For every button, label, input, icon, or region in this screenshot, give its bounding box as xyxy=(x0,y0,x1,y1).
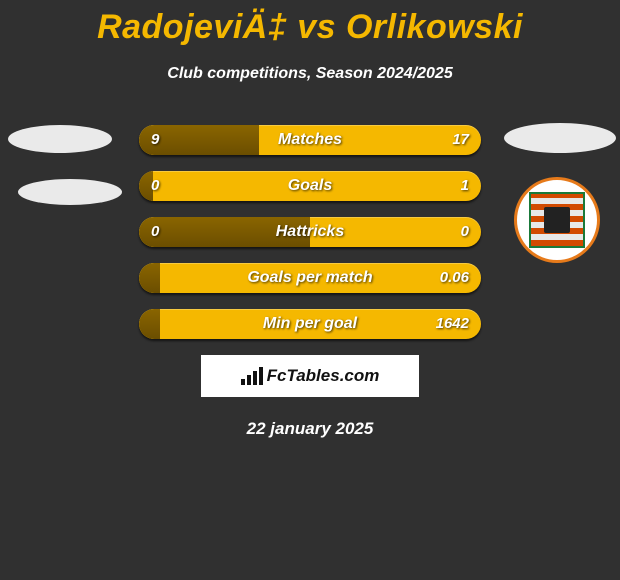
stat-label: Goals per match xyxy=(139,263,481,293)
stat-row-goals: 0 Goals 1 xyxy=(139,171,481,201)
brand-box[interactable]: FcTables.com xyxy=(201,355,419,397)
stat-label: Matches xyxy=(139,125,481,155)
subtitle: Club competitions, Season 2024/2025 xyxy=(0,65,620,83)
page-title: RadojeviÄ‡ vs Orlikowski xyxy=(0,0,620,47)
stat-row-matches: 9 Matches 17 xyxy=(139,125,481,155)
date-label: 22 january 2025 xyxy=(0,419,620,439)
brand-text: FcTables.com xyxy=(267,366,380,386)
bar-chart-icon xyxy=(241,367,263,385)
comparison-panel: 9 Matches 17 0 Goals 1 0 Hattricks 0 Goa… xyxy=(0,125,620,439)
stat-label: Min per goal xyxy=(139,309,481,339)
left-club-badge-1 xyxy=(8,125,112,153)
stat-row-hattricks: 0 Hattricks 0 xyxy=(139,217,481,247)
right-club-logo xyxy=(514,177,600,263)
stat-right-value: 0 xyxy=(461,217,469,247)
stats-list: 9 Matches 17 0 Goals 1 0 Hattricks 0 Goa… xyxy=(139,125,481,339)
club-crest-icon xyxy=(529,192,585,248)
stat-right-value: 17 xyxy=(452,125,469,155)
stat-label: Hattricks xyxy=(139,217,481,247)
stat-right-value: 1 xyxy=(461,171,469,201)
stat-row-min-per-goal: Min per goal 1642 xyxy=(139,309,481,339)
stat-row-goals-per-match: Goals per match 0.06 xyxy=(139,263,481,293)
right-club-badge-placeholder xyxy=(504,123,616,153)
stat-label: Goals xyxy=(139,171,481,201)
stat-right-value: 0.06 xyxy=(440,263,469,293)
stat-right-value: 1642 xyxy=(436,309,469,339)
left-club-badge-2 xyxy=(18,179,122,205)
